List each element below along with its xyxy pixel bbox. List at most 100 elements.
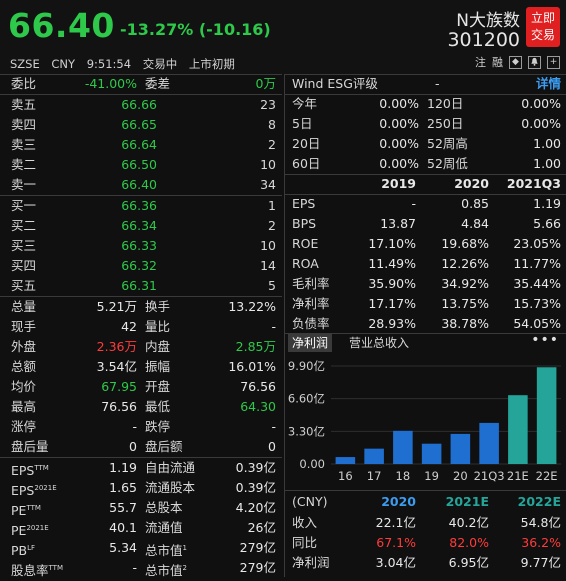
- toolbar-icons: 注 融 ◆ +: [475, 54, 560, 70]
- fundamental-value: 279亿: [239, 560, 276, 575]
- fundamental-label: 总股本: [145, 500, 183, 515]
- y-tick-label: 9.90亿: [288, 359, 325, 373]
- fundamental-value: 1.65: [109, 480, 137, 495]
- fin-value: 34.92%: [441, 276, 489, 291]
- ask-row[interactable]: 卖三 66.64 2: [0, 135, 282, 155]
- fundamental-value: 26亿: [247, 520, 276, 535]
- fin-value: 13.75%: [441, 296, 489, 311]
- perf-value: 1.00: [533, 136, 561, 151]
- fin-value: 0.85: [461, 196, 489, 211]
- tab-net-profit[interactable]: 净利润: [288, 334, 333, 352]
- fin-row: BPS 13.87 4.84 5.66: [285, 214, 566, 234]
- stat-value: 76.56: [101, 399, 137, 414]
- listing-status: 上市初期: [188, 57, 235, 71]
- stat-row: 现手 42 量比 -: [0, 317, 282, 337]
- fin-row: 净利率 17.17% 13.75% 15.73%: [285, 294, 566, 314]
- add-icon[interactable]: +: [547, 55, 560, 69]
- stat-label: 换手: [145, 299, 171, 314]
- stat-label: 盘后量: [11, 439, 49, 454]
- forecast-value: 22.1亿: [375, 515, 416, 530]
- forecast-value: 40.2亿: [448, 515, 489, 530]
- bid-label: 买三: [11, 238, 37, 253]
- more-options-icon[interactable]: •••: [531, 332, 559, 348]
- bid-row[interactable]: 买四 66.32 14: [0, 256, 282, 276]
- fin-value: 38.78%: [441, 316, 489, 331]
- ask-volume: 8: [268, 117, 276, 132]
- forecast-unit-label: (CNY): [292, 494, 328, 509]
- bid-row[interactable]: 买一 66.36 1: [0, 196, 282, 216]
- stat-value: 5.21万: [96, 299, 137, 314]
- bid-volume: 1: [268, 198, 276, 213]
- ask-row[interactable]: 卖四 66.65 8: [0, 115, 282, 135]
- bid-row[interactable]: 买五 66.31 5: [0, 276, 282, 296]
- fin-row: 负债率 28.93% 38.78% 54.05%: [285, 314, 566, 334]
- fin-value: 19.68%: [441, 236, 489, 251]
- ask-label: 卖三: [11, 137, 37, 152]
- bid-label: 买一: [11, 198, 37, 213]
- net-profit-bar-chart: 9.90亿 6.60亿 3.30亿 0.00 16 17 18 19 20 21Q3 21E 22E: [288, 359, 561, 483]
- fin-row: ROA 11.49% 12.26% 11.77%: [285, 254, 566, 274]
- bid-row[interactable]: 买三 66.33 10: [0, 236, 282, 256]
- bid-price: 66.34: [121, 218, 157, 233]
- stat-value: 2.36万: [96, 339, 137, 354]
- ask-volume: 23: [260, 97, 276, 112]
- stat-row: 总额 3.54亿 振幅 16.01%: [0, 357, 282, 377]
- forecast-row: 同比 67.1% 82.0% 36.2%: [285, 533, 566, 553]
- currency-label: CNY: [51, 57, 76, 71]
- fundamental-row: 股息率TTM - 总市值2 279亿: [0, 558, 282, 578]
- tab-total-revenue[interactable]: 营业总收入: [349, 336, 410, 350]
- note-icon[interactable]: 注: [475, 56, 486, 69]
- ask-label: 卖五: [11, 97, 37, 112]
- stat-label: 最低: [145, 399, 171, 414]
- x-tick-label: 17: [367, 469, 382, 483]
- perf-value: 0.00%: [379, 156, 419, 171]
- forecast-value: 3.04亿: [375, 555, 416, 570]
- forecast-header-row: (CNY) 2020 2021E 2022E: [285, 492, 566, 512]
- fin-row: 毛利率 35.90% 34.92% 35.44%: [285, 274, 566, 294]
- bell-icon[interactable]: [528, 55, 541, 69]
- stat-value: -: [271, 319, 276, 334]
- stat-row: 外盘 2.36万 内盘 2.85万: [0, 337, 282, 357]
- ask-price: 66.64: [121, 137, 157, 152]
- fin-row: ROE 17.10% 19.68% 23.05%: [285, 234, 566, 254]
- stat-row: 盘后量 0 盘后额 0: [0, 437, 282, 457]
- fundamental-row: PETTM 55.7 总股本 4.20亿: [0, 498, 282, 518]
- fundamental-value: -: [132, 560, 137, 575]
- stat-value: 16.01%: [228, 359, 276, 374]
- esg-detail-link[interactable]: 详情: [535, 76, 561, 91]
- fin-label: 毛利率: [292, 276, 330, 291]
- bid-label: 买二: [11, 218, 37, 233]
- ask-price: 66.66: [121, 97, 157, 112]
- fundamental-label: 总市值1: [145, 543, 187, 559]
- forecast-value: 82.0%: [449, 535, 489, 550]
- fin-value: 28.93%: [368, 316, 416, 331]
- bid-row[interactable]: 买二 66.34 2: [0, 216, 282, 236]
- perf-label: 今年: [292, 96, 318, 111]
- x-tick-label: 22E: [536, 469, 558, 483]
- x-tick-label: 21Q3: [474, 469, 505, 483]
- fundamental-value: 40.1: [109, 520, 137, 535]
- stat-label: 振幅: [145, 359, 171, 374]
- ask-row[interactable]: 卖一 66.40 34: [0, 175, 282, 195]
- market-info-line: SZSE CNY 9:51:54 交易中 上市初期: [10, 56, 241, 72]
- stat-value: 42: [121, 319, 137, 334]
- esg-value: -: [435, 76, 440, 91]
- x-tick-label: 20: [453, 469, 468, 483]
- diamond-icon[interactable]: ◆: [509, 55, 522, 69]
- forecast-row: 净利润 3.04亿 6.95亿 9.77亿: [285, 553, 566, 573]
- esg-label: Wind ESG评级: [292, 76, 378, 91]
- perf-row: 5日 0.00% 250日 0.00%: [285, 114, 566, 134]
- ask-row[interactable]: 卖二 66.50 10: [0, 155, 282, 175]
- perf-value: 0.00%: [521, 116, 561, 131]
- ask-row[interactable]: 卖五 66.66 23: [0, 95, 282, 115]
- forecast-value: 36.2%: [521, 535, 561, 550]
- stat-value: 0: [129, 439, 137, 454]
- bar: [508, 395, 528, 464]
- fundamental-row: EPS2021E 1.65 流通股本 0.39亿: [0, 478, 282, 498]
- time-label: 9:51:54: [86, 57, 132, 71]
- fin-header-row: 2019 2020 2021Q3: [285, 174, 566, 194]
- margin-icon[interactable]: 融: [492, 56, 503, 69]
- forecast-year-header: 2022E: [517, 494, 561, 509]
- perf-value: 0.00%: [379, 96, 419, 111]
- trade-now-button[interactable]: 立即 交易: [526, 7, 560, 47]
